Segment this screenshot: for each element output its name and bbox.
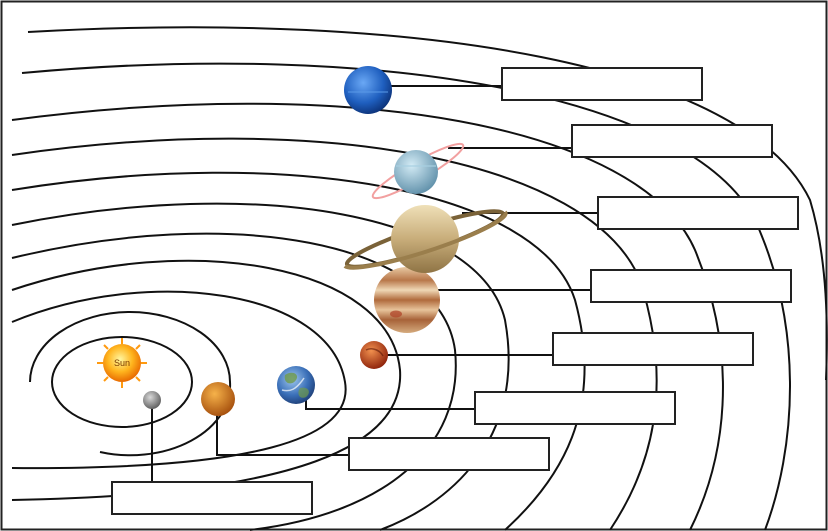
label-box-earth[interactable]: [474, 391, 676, 425]
mars-icon: [360, 341, 388, 369]
label-box-saturn[interactable]: [597, 196, 799, 230]
orbit-jupiter: [11, 232, 457, 531]
orbit-neptune-1: [11, 137, 658, 531]
orbit-earth: [11, 290, 347, 470]
label-boxes: [111, 67, 799, 515]
venus-icon: [201, 382, 235, 416]
label-box-venus[interactable]: [348, 437, 550, 471]
sun-icon: Sun: [97, 338, 147, 388]
label-box-mercury[interactable]: [111, 481, 313, 515]
label-box-jupiter[interactable]: [590, 269, 792, 303]
earth-icon: [277, 366, 315, 404]
orbit-venus: [29, 311, 232, 457]
saturn-icon: [343, 205, 508, 273]
orbit-outer-3: [27, 26, 828, 381]
orbit-mercury: [51, 336, 193, 428]
sun-label: Sun: [114, 358, 130, 368]
mercury-icon: [143, 391, 161, 409]
orbit-outer-2: [21, 62, 791, 531]
label-box-neptune[interactable]: [501, 67, 703, 101]
orbit-uranus: [11, 171, 586, 531]
jupiter-icon: [374, 267, 440, 333]
label-box-uranus[interactable]: [571, 124, 773, 158]
uranus-icon: [371, 142, 465, 200]
label-box-mars[interactable]: [552, 332, 754, 366]
neptune-icon: [344, 66, 392, 114]
connector-venus: [216, 404, 349, 456]
